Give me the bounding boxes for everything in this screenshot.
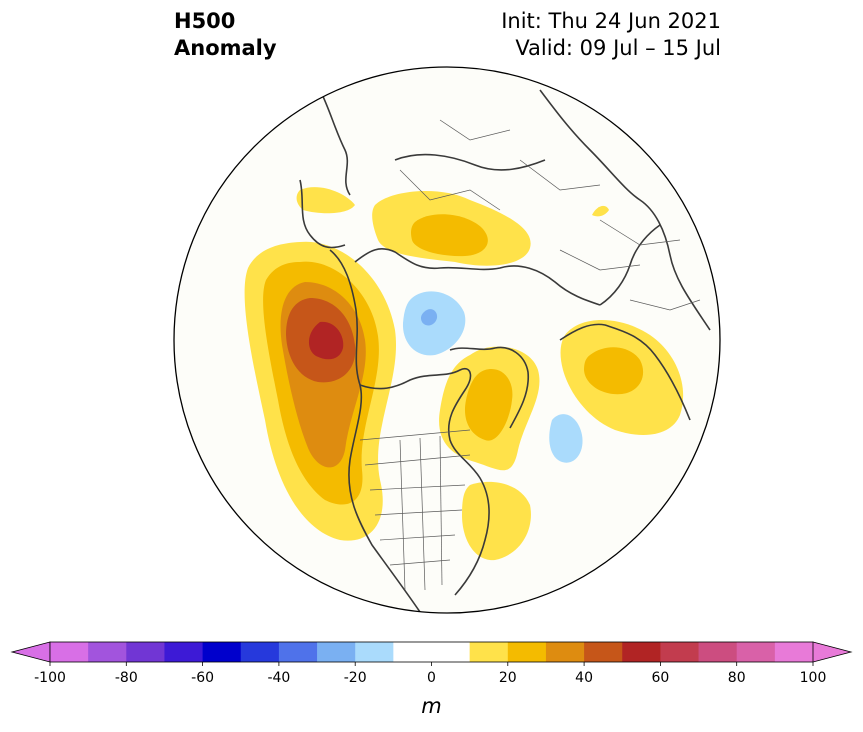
colorbar-tick-label: 0 (427, 670, 436, 686)
init-time: Init: Thu 24 Jun 2021 (501, 9, 721, 33)
anomaly-fields (244, 89, 711, 613)
colorbar-tick-label: 60 (651, 670, 669, 686)
colorbar-tick-label: 100 (800, 670, 827, 686)
anomaly-ridge-greenland-20 (464, 369, 513, 441)
political-borders (359, 119, 701, 591)
colorbar-bin (88, 642, 127, 662)
colorbar-bin (698, 642, 738, 662)
colorbar-bin (164, 642, 204, 662)
colorbar-tick-label: -100 (34, 670, 66, 686)
colorbar-bin (469, 642, 509, 662)
colorbar-bin (126, 642, 165, 662)
colorbar-tick-label: -40 (267, 670, 290, 686)
colorbar-bin (202, 642, 242, 662)
colorbar-bin (431, 642, 471, 662)
map-title-right: Init: Thu 24 Jun 2021 Valid: 09 Jul – 15… (501, 8, 721, 62)
colorbar-bin (660, 642, 700, 662)
colorbar: -100 -80 -60 -40 -20 0 20 40 60 80 100 (10, 641, 853, 686)
variable-title: H500 (174, 9, 236, 33)
colorbar-extend-low (10, 641, 51, 663)
coastlines (299, 89, 711, 613)
variable-subtitle: Anomaly (174, 36, 277, 60)
colorbar-bin (50, 642, 89, 662)
anomaly-ridge-small-europe (592, 205, 609, 217)
colorbar-bin (774, 642, 814, 662)
colorbar-bin (584, 642, 623, 662)
anomaly-trough-arctic-10 (402, 291, 466, 356)
colorbar-tick-label: 40 (575, 670, 593, 686)
globe-boundary (173, 66, 721, 614)
anomaly-ridge-europe-20 (584, 347, 644, 395)
anomaly-ridge-siberia-20 (411, 214, 488, 257)
colorbar-tick-label: 80 (728, 670, 746, 686)
colorbar-tick-label: -60 (191, 670, 214, 686)
colorbar-bin (355, 642, 394, 662)
map-title-left: H500 Anomaly (174, 8, 277, 62)
colorbar-ticks: -100 -80 -60 -40 -20 0 20 40 60 80 100 (34, 662, 826, 686)
colorbar-bin (278, 642, 318, 662)
colorbar-bin (393, 642, 432, 662)
anomaly-ridge-eastus-10 (462, 481, 531, 561)
anomaly-ridge-pacific-50 (308, 321, 344, 360)
colorbar-bins (10, 641, 853, 663)
colorbar-unit: m (421, 694, 442, 718)
colorbar-bin (317, 642, 356, 662)
colorbar-bin (240, 642, 280, 662)
colorbar-bin (622, 642, 661, 662)
colorbar-tick-label: 20 (499, 670, 517, 686)
colorbar-tick-label: -80 (115, 670, 138, 686)
colorbar-extend-high (812, 641, 853, 663)
valid-period: Valid: 09 Jul – 15 Jul (515, 36, 721, 60)
anomaly-trough-arctic-20 (420, 309, 438, 326)
colorbar-bin (736, 642, 776, 662)
colorbar-bin (545, 642, 585, 662)
colorbar-tick-label: -20 (344, 670, 367, 686)
polar-map (173, 66, 721, 614)
anomaly-ridge-small-asia (296, 187, 355, 214)
anomaly-trough-atlantic-10 (549, 414, 583, 463)
colorbar-bin (507, 642, 547, 662)
